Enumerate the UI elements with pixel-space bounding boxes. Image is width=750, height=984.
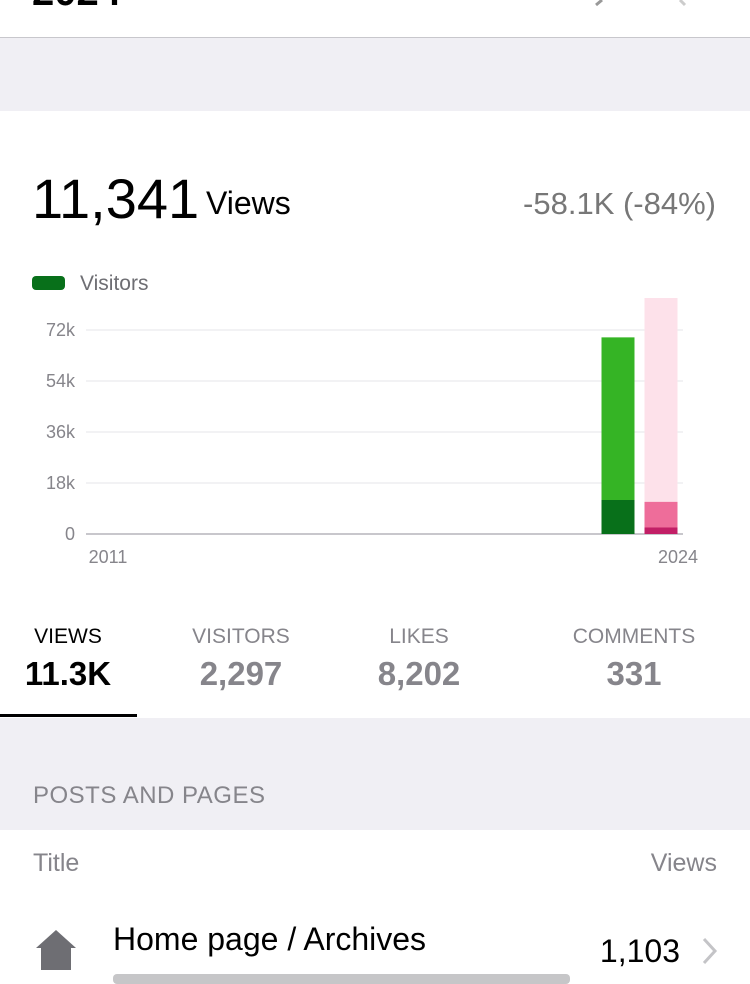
chevron [702,937,718,965]
tab-value[interactable]: 331 [606,655,662,692]
tab-value[interactable]: 8,202 [377,655,461,692]
prev-arrow[interactable] [595,0,603,7]
next-arrow[interactable] [678,0,687,7]
bar [644,527,678,534]
section-band: POSTS AND PAGES [0,718,750,830]
tab-label[interactable]: COMMENTS [572,625,696,648]
post-title: Home page / Archives [113,921,427,957]
column-title: Title [33,849,80,877]
post-views: 1,103 [599,933,680,969]
separator [0,37,750,111]
chart: Visitors 0 18k 36k 54k 72k 2011 2024 [32,272,698,567]
total-unit: Views [206,185,291,221]
x-tick-label: 2011 [89,547,128,567]
tab-label[interactable]: LIKES [389,625,449,648]
tab-label[interactable]: VIEWS [34,625,102,648]
progress-bar [113,974,570,984]
selection-highlight [644,298,678,534]
home-icon [36,930,76,970]
x-tick-label: 2024 [658,547,698,567]
total-views: 11,341 [32,167,200,230]
legend-label: Visitors [80,272,148,295]
bar [601,500,635,534]
tab-label[interactable]: VISITORS [192,625,290,648]
post-row[interactable]: Home page / Archives 1,103 [0,900,750,984]
change: -58.1K (-84%) [523,186,716,221]
nav-arrows [595,0,687,7]
tab-underline [0,714,137,717]
y-tick-label: 36k [46,422,76,442]
y-tick-label: 54k [46,371,76,391]
tab-value[interactable]: 2,297 [199,655,283,692]
year-title: 2024 [32,0,121,15]
column-views: Views [650,849,717,877]
y-tick-label: 18k [46,473,76,493]
section-heading: POSTS AND PAGES [33,782,266,809]
y-tick-label: 0 [65,524,75,544]
tab-value[interactable]: 11.3K [24,655,112,692]
legend-swatch [32,276,65,290]
y-tick-label: 72k [46,320,76,340]
